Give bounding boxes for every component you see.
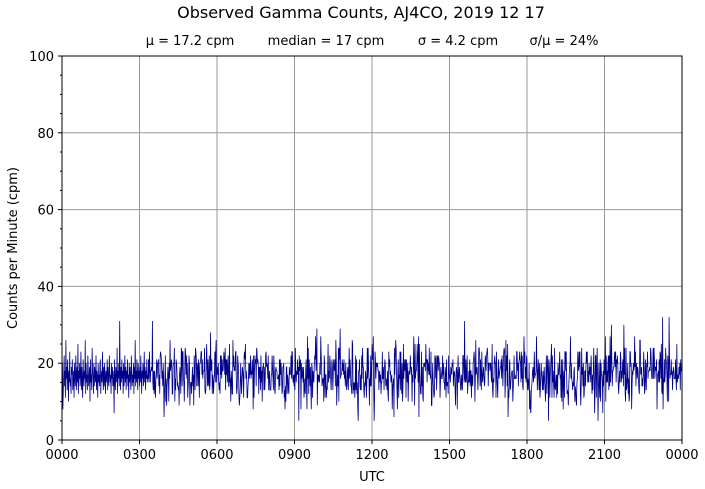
y-tick-label: 80 (37, 127, 54, 142)
chart-title: Observed Gamma Counts, AJ4CO, 2019 12 17 (177, 3, 545, 22)
x-tick-label: 1800 (510, 448, 543, 463)
y-tick-label: 0 (46, 434, 54, 449)
y-tick-label: 40 (37, 280, 54, 295)
axis-ticks: 0000 0300 0600 0900 1200 1500 1800 2100 00000204… (29, 50, 698, 463)
x-tick-label: 0600 (200, 448, 233, 463)
x-tick-label: 0900 (278, 448, 311, 463)
stat-ratio: σ/μ = 24% (530, 34, 599, 49)
y-axis-label: Counts per Minute (cpm) (6, 167, 21, 329)
stat-sigma: σ = 4.2 cpm (418, 34, 498, 49)
x-tick-label: 0000 (45, 448, 78, 463)
stat-median: median = 17 cpm (268, 34, 385, 49)
x-tick-label: 2100 (588, 448, 621, 463)
stat-mean: μ = 17.2 cpm (146, 34, 235, 49)
x-axis-label: UTC (359, 470, 385, 485)
grid-lines (62, 56, 682, 440)
x-tick-label: 0300 (123, 448, 156, 463)
gamma-count-series (61, 317, 682, 421)
y-tick-label: 100 (29, 50, 54, 65)
x-tick-label: 1500 (433, 448, 466, 463)
y-tick-label: 60 (37, 204, 54, 219)
x-tick-label: 0000 (665, 448, 698, 463)
y-tick-label: 20 (37, 357, 54, 372)
x-tick-label: 1200 (355, 448, 388, 463)
plot-area (61, 317, 682, 421)
